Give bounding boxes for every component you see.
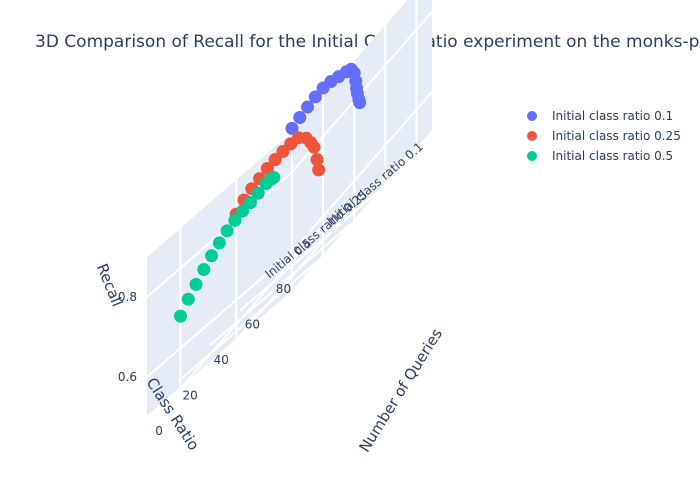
series-2-point-4[interactable]: [205, 249, 219, 263]
series-1-point-12[interactable]: [310, 153, 324, 167]
gridline-y-floor-2: [179, 227, 322, 389]
series-2-point-6[interactable]: [220, 224, 234, 238]
series-2-point-5[interactable]: [212, 236, 226, 250]
series-0-point-0[interactable]: [285, 121, 299, 135]
series-0-point-3[interactable]: [308, 90, 322, 104]
series-2-point-13[interactable]: [267, 170, 281, 184]
gridline-x-floor-4: [270, 149, 418, 276]
x-tick-label-2: 40: [214, 353, 229, 367]
series-2-point-7[interactable]: [228, 213, 242, 227]
chart-title: 3D Comparison of Recall for the Initial …: [35, 32, 700, 52]
gridline-x-floor-2: [208, 220, 355, 347]
series-2-point-9[interactable]: [243, 196, 257, 210]
legend-label-2: Initial class ratio 0.5: [552, 149, 674, 163]
legend-label-0: Initial class ratio 0.1: [552, 109, 674, 123]
series-0-point-2[interactable]: [301, 100, 315, 114]
legend-item-1[interactable]: Initial class ratio 0.25: [526, 126, 681, 146]
series-0: [285, 62, 367, 135]
series-1-point-13[interactable]: [312, 163, 326, 177]
gridline-z-wally-1: [146, 171, 293, 298]
legend: Initial class ratio 0.1 Initial class ra…: [526, 106, 681, 166]
legend-item-2[interactable]: Initial class ratio 0.5: [526, 146, 681, 166]
x-tick-label-4: 80: [276, 282, 291, 296]
series-1-point-4[interactable]: [260, 162, 274, 176]
z-tick-label-1: 0.8: [118, 290, 137, 304]
x-axis-title: Number of Queries: [355, 325, 446, 455]
legend-swatch-1: [527, 131, 537, 141]
axis-walls: [147, 0, 432, 417]
gridline-z-wally-0: [146, 251, 293, 378]
legend-item-0[interactable]: Initial class ratio 0.1: [526, 106, 681, 126]
gridline-x-floor-0: [146, 291, 293, 418]
gridline-x-floor-3: [239, 184, 386, 312]
series-2-point-3[interactable]: [197, 262, 211, 276]
x-tick-label-3: 60: [245, 317, 260, 331]
legend-swatch-0: [527, 111, 537, 121]
gridline-y-floor-1: [235, 179, 377, 341]
z-axis-title: Recall: [93, 261, 126, 309]
series-marks: [173, 62, 367, 323]
series-0-point-14[interactable]: [353, 96, 367, 110]
series-2-point-10[interactable]: [251, 186, 265, 200]
gridline-y-floor-0: [291, 131, 433, 293]
series-2-point-8[interactable]: [236, 204, 250, 218]
gridline-x-floor-1: [177, 255, 324, 383]
series-1-point-5[interactable]: [268, 153, 282, 167]
series-2-point-0[interactable]: [173, 309, 187, 323]
series-2-point-1[interactable]: [181, 292, 195, 306]
back-wall-x: [292, 0, 432, 292]
series-0-point-1[interactable]: [293, 111, 307, 125]
z-tick-label-0: 0.6: [118, 370, 137, 384]
legend-swatch-2: [527, 151, 537, 161]
x-tick-label-1: 20: [182, 388, 197, 402]
x-tick-label-0: 0: [155, 424, 163, 438]
series-2-point-2[interactable]: [189, 277, 203, 291]
series-2: [173, 170, 281, 323]
gridline-z-wallx-0: [291, 91, 433, 253]
series-1-point-11[interactable]: [307, 140, 321, 154]
legend-label-1: Initial class ratio 0.25: [552, 129, 681, 143]
